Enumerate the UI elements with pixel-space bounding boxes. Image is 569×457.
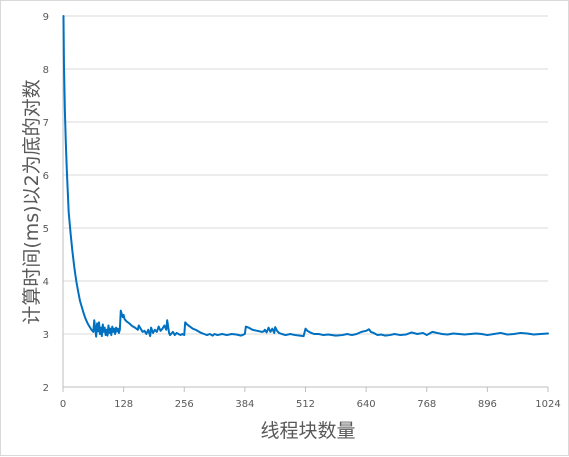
x-tick-label: 1024 bbox=[535, 399, 560, 410]
y-tick-label: 5 bbox=[43, 224, 49, 235]
y-tick-label: 3 bbox=[43, 330, 49, 341]
y-tick-label: 8 bbox=[43, 65, 49, 76]
y-tick-label: 7 bbox=[43, 118, 49, 129]
y-tick-label: 2 bbox=[43, 383, 49, 394]
x-tick-label: 768 bbox=[417, 399, 436, 410]
x-tick-labels: 0 128 256 384 512 640 768 896 1024 bbox=[60, 399, 561, 410]
x-tick-label: 256 bbox=[175, 399, 194, 410]
x-tick-label: 384 bbox=[235, 399, 254, 410]
grid-lines bbox=[63, 15, 548, 335]
series-line bbox=[62, 15, 549, 338]
y-axis-title: 计算时间(ms)以2为底的对数 bbox=[21, 79, 43, 324]
x-tick-label: 0 bbox=[60, 399, 66, 410]
x-tick-label: 896 bbox=[478, 399, 497, 410]
x-tick-label: 640 bbox=[357, 399, 376, 410]
x-tick-label: 128 bbox=[114, 399, 133, 410]
x-axis-title: 线程块数量 bbox=[260, 420, 355, 442]
y-tick-label: 4 bbox=[43, 277, 49, 288]
series-layer bbox=[62, 15, 549, 338]
axes bbox=[62, 16, 549, 392]
y-tick-labels: 2 3 4 5 6 7 8 9 bbox=[43, 12, 49, 394]
y-tick-label: 6 bbox=[43, 171, 49, 182]
x-tick-label: 512 bbox=[296, 399, 315, 410]
y-tick-label: 9 bbox=[43, 12, 49, 23]
